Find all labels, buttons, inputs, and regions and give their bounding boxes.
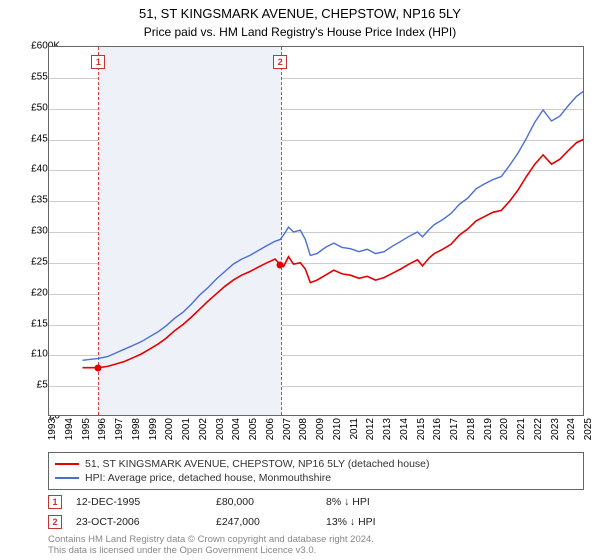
sale-dot [277,261,284,268]
legend-label: HPI: Average price, detached house, Monm… [85,472,331,484]
chart-subtitle: Price paid vs. HM Land Registry's House … [0,23,600,39]
x-axis-tick: 2008 [298,418,309,440]
x-axis-tick: 2013 [382,418,393,440]
x-axis-tick: 2015 [416,418,427,440]
x-axis-tick: 1994 [64,418,75,440]
x-axis-tick: 2001 [181,418,192,440]
series-hpi [83,91,584,360]
x-axis-tick: 2002 [198,418,209,440]
x-axis-tick: 2018 [466,418,477,440]
x-axis-tick: 2025 [583,418,594,440]
event-price: £80,000 [216,496,326,508]
chart-title: 51, ST KINGSMARK AVENUE, CHEPSTOW, NP16 … [0,0,600,23]
x-axis-tick: 1999 [148,418,159,440]
x-axis-tick: 2024 [566,418,577,440]
event-date: 12-DEC-1995 [76,496,216,508]
event-marker: 1 [91,55,105,69]
x-axis-tick: 2022 [533,418,544,440]
event-delta: 8% ↓ HPI [326,496,476,508]
event-price: £247,000 [216,516,326,528]
x-axis-tick: 2023 [550,418,561,440]
x-axis-tick: 2009 [315,418,326,440]
x-axis-tick: 2003 [215,418,226,440]
legend-row: HPI: Average price, detached house, Monm… [55,471,577,485]
x-axis-tick: 1995 [81,418,92,440]
footer-attribution: Contains HM Land Registry data © Crown c… [48,534,584,557]
x-axis-tick: 2005 [248,418,259,440]
events-table: 1 12-DEC-1995£80,0008% ↓ HPI 2 23-OCT-2006£… [48,492,584,532]
event-row: 1 12-DEC-1995£80,0008% ↓ HPI [48,492,584,512]
x-axis-tick: 2000 [164,418,175,440]
footer-line: This data is licensed under the Open Gov… [48,545,584,556]
x-axis-tick: 1993 [47,418,58,440]
x-axis-tick: 1997 [114,418,125,440]
x-axis-tick: 2017 [449,418,460,440]
x-axis-tick: 2011 [349,418,360,440]
x-axis-tick: 2021 [516,418,527,440]
x-axis-tick: 2012 [365,418,376,440]
event-row: 2 23-OCT-2006£247,00013% ↓ HPI [48,512,584,532]
x-axis-tick: 2014 [399,418,410,440]
footer-line: Contains HM Land Registry data © Crown c… [48,534,584,545]
plot-frame: 12 [48,46,584,416]
sale-dot [95,364,102,371]
legend-swatch [55,477,79,479]
series-lines [49,47,585,417]
event-marker: 2 [273,55,287,69]
x-axis-tick: 2019 [483,418,494,440]
event-date: 23-OCT-2006 [76,516,216,528]
x-axis-tick: 2010 [332,418,343,440]
chart-container: 51, ST KINGSMARK AVENUE, CHEPSTOW, NP16 … [0,0,600,560]
legend-swatch [55,463,79,465]
x-axis-tick: 2007 [282,418,293,440]
event-marker: 2 [48,515,62,529]
x-axis-tick: 2006 [265,418,276,440]
legend-label: 51, ST KINGSMARK AVENUE, CHEPSTOW, NP16 … [85,458,430,470]
x-axis-tick: 2004 [231,418,242,440]
series-property [83,140,584,368]
legend: 51, ST KINGSMARK AVENUE, CHEPSTOW, NP16 … [48,452,584,490]
plot-area: 12 1993199419951996199719981999200020012… [48,46,584,416]
x-axis-tick: 2020 [499,418,510,440]
legend-row: 51, ST KINGSMARK AVENUE, CHEPSTOW, NP16 … [55,457,577,471]
x-axis-tick: 1996 [97,418,108,440]
x-axis-tick: 1998 [131,418,142,440]
event-delta: 13% ↓ HPI [326,516,476,528]
x-axis-tick: 2016 [432,418,443,440]
event-marker: 1 [48,495,62,509]
